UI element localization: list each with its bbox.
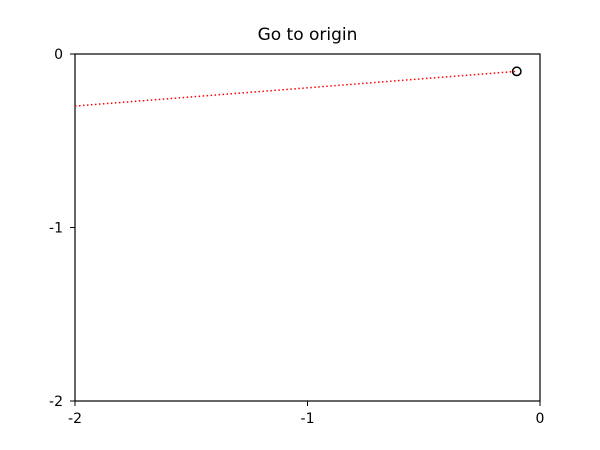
y-tick-label: -2 (49, 394, 63, 410)
series-layer (74, 66, 522, 107)
chart-title: Go to origin (258, 25, 358, 45)
x-tick-label: -1 (301, 411, 315, 427)
y-axis: 0 -1 -2 (49, 47, 75, 410)
x-tick-label: -2 (68, 411, 82, 427)
plot-area (74, 53, 541, 402)
y-tick-label: -1 (49, 221, 63, 237)
x-axis: -2 -1 0 (68, 401, 544, 427)
series-line (74, 70, 517, 107)
y-tick-label: 0 (54, 47, 63, 63)
x-tick-label: 0 (536, 411, 545, 427)
data-point-marker (511, 66, 522, 77)
